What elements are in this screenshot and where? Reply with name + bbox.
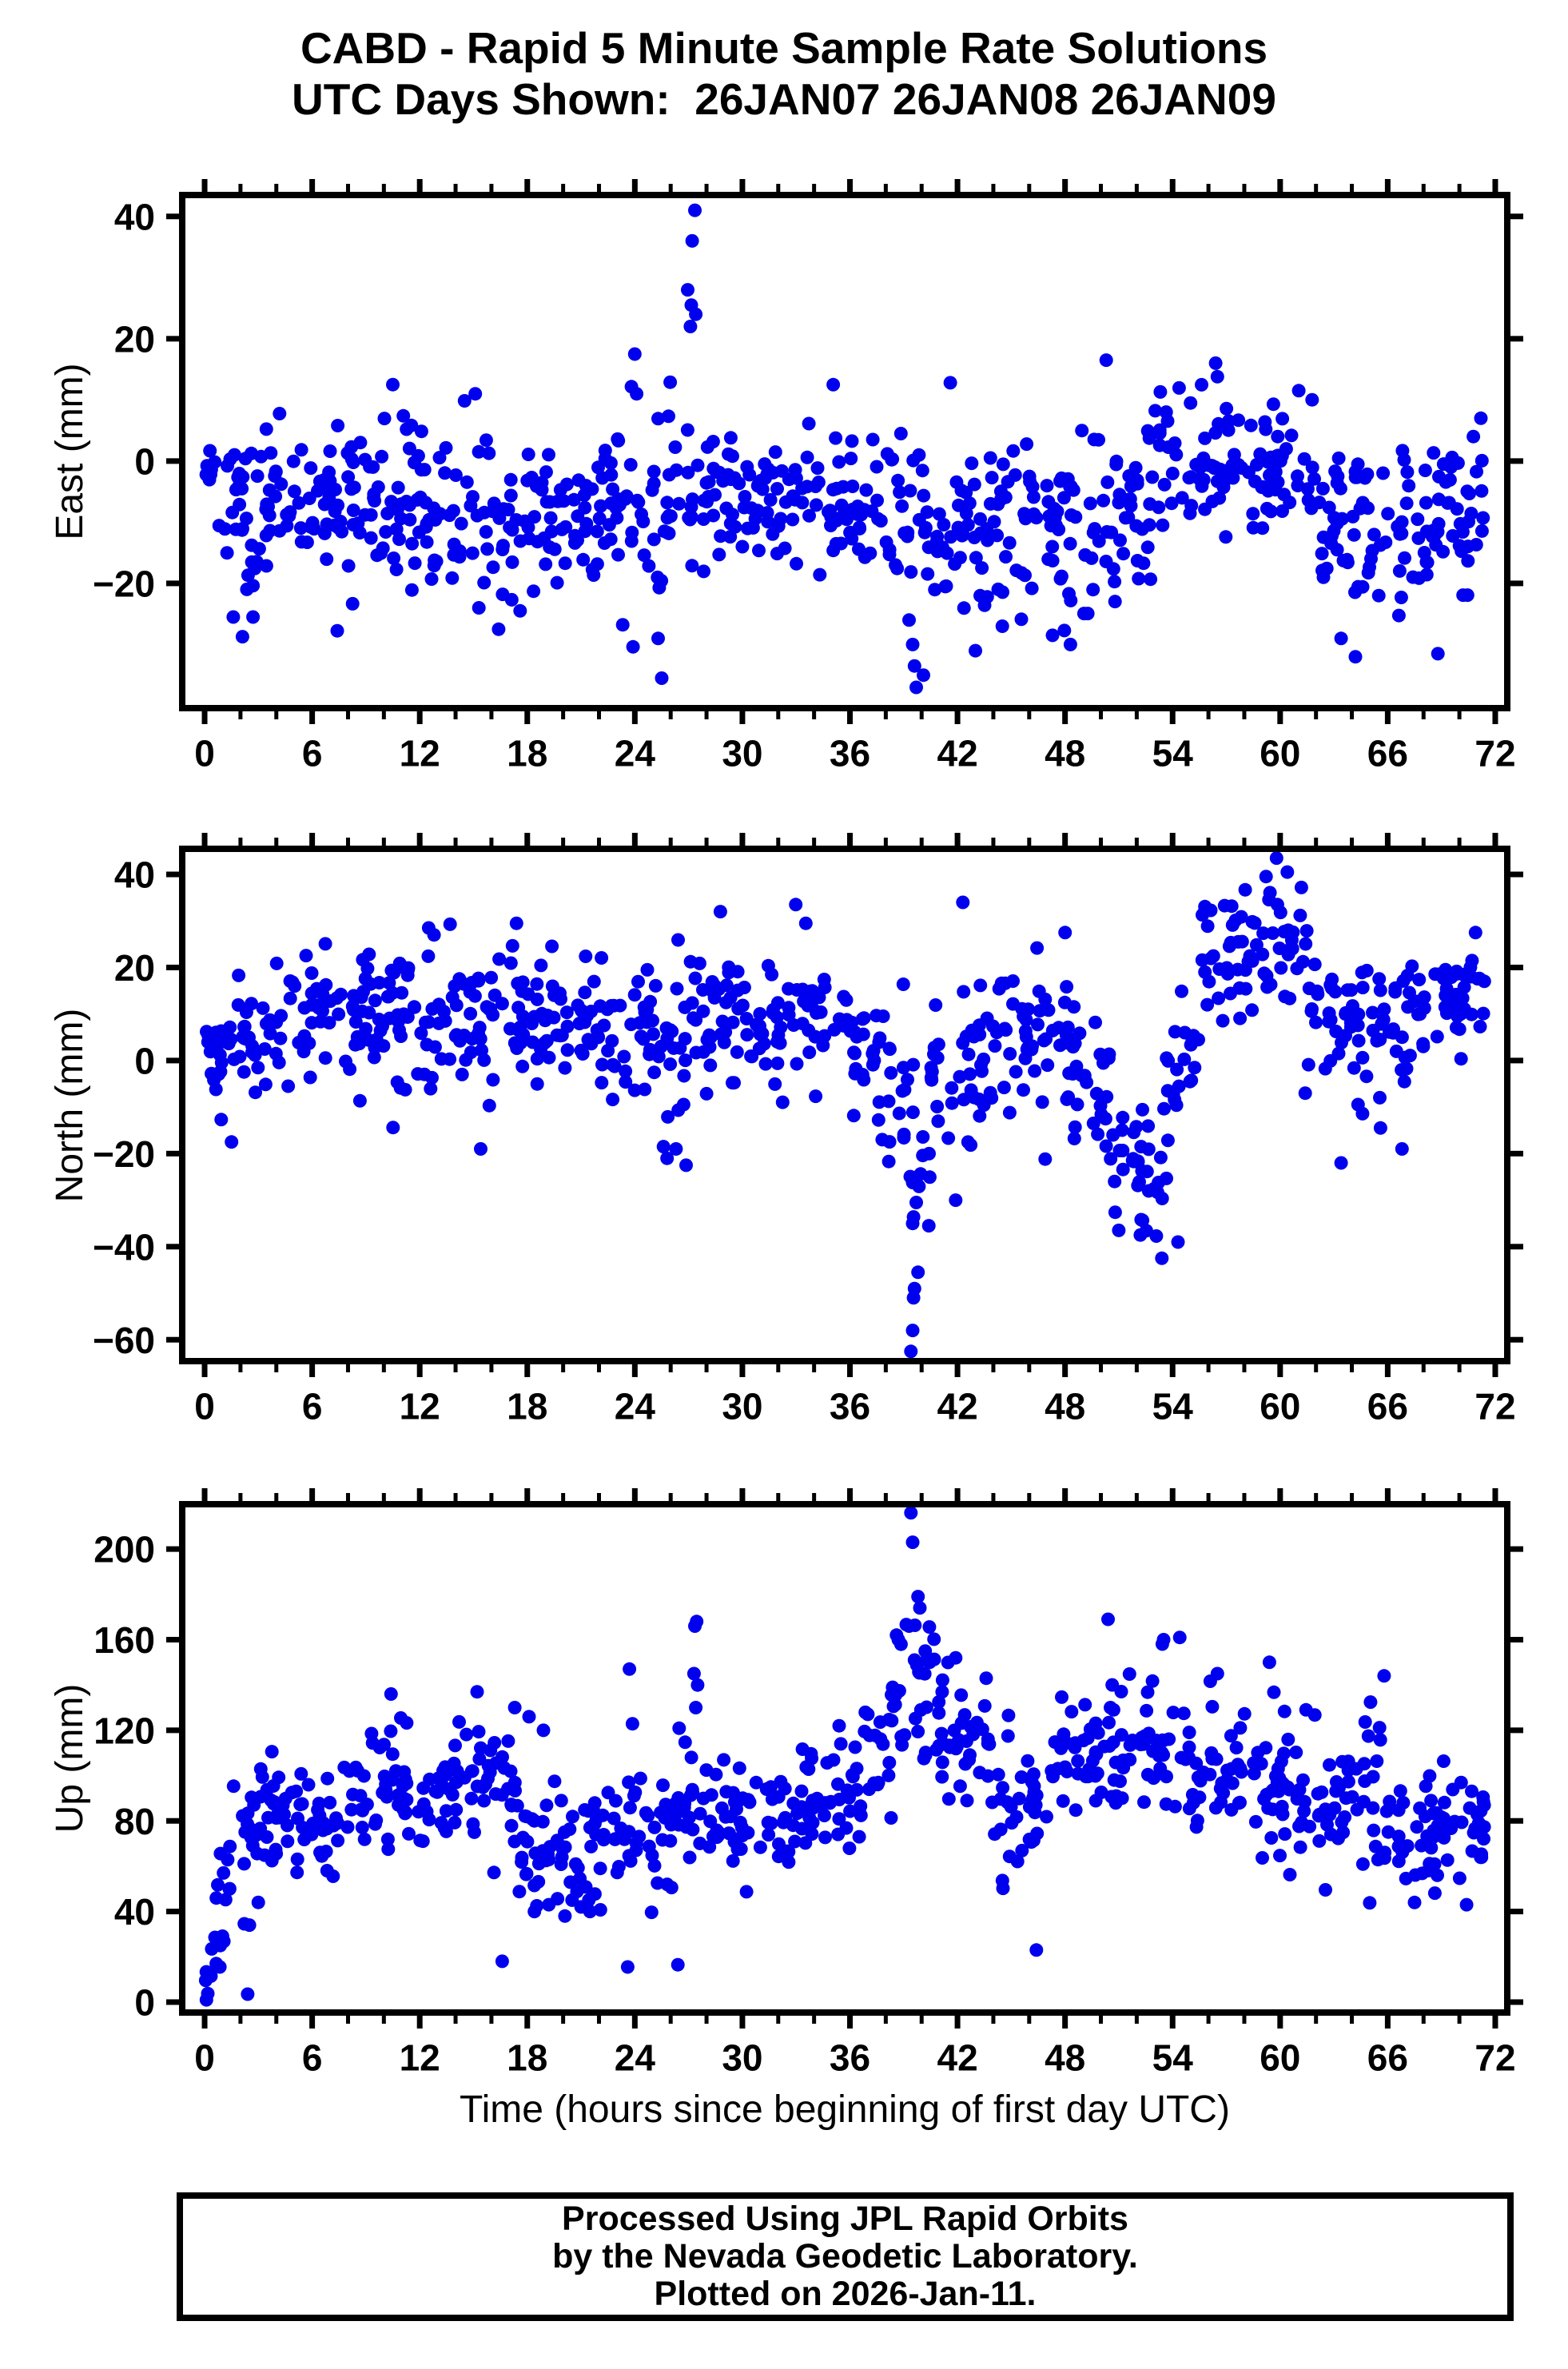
x-tick-label: 54 xyxy=(1152,2037,1194,2079)
x-tick-label: 6 xyxy=(302,733,323,774)
x-tick-label: 60 xyxy=(1260,733,1300,774)
x-tick-label: 0 xyxy=(194,733,215,774)
panel-north: 0 6 12 18 24 30 36 42 48 54 60 66 72 −60 −40 −20 0 20 40 xyxy=(93,833,1523,1427)
y-tick-label: 40 xyxy=(114,196,155,237)
x-tick-label: 18 xyxy=(507,1386,547,1427)
north-data-points xyxy=(200,851,1491,1359)
y-tick-label: 200 xyxy=(94,1529,155,1571)
x-tick-label: 6 xyxy=(302,1386,323,1427)
y-tick-label: 0 xyxy=(134,1040,155,1081)
x-tick-label: 72 xyxy=(1474,733,1515,774)
y-axis-label-east: East (mm) xyxy=(49,363,91,540)
x-tick-label: 30 xyxy=(722,733,762,774)
y-tick-label: 0 xyxy=(134,1982,155,2024)
x-tick-label: 6 xyxy=(302,2037,323,2079)
east-ticks xyxy=(166,179,1523,724)
x-tick-label: 18 xyxy=(507,733,547,774)
north-tick-labels: 0 6 12 18 24 30 36 42 48 54 60 66 72 −60 −40 −20 0 20 40 xyxy=(93,854,1516,1427)
east-data-points xyxy=(199,203,1490,695)
x-tick-label: 24 xyxy=(615,733,656,774)
up-frame xyxy=(179,1501,1510,2016)
y-tick-label: 40 xyxy=(114,1891,155,1933)
x-tick-label: 18 xyxy=(507,2037,547,2079)
x-tick-label: 66 xyxy=(1367,733,1408,774)
y-tick-label: 20 xyxy=(114,947,155,989)
x-tick-label: 30 xyxy=(722,1386,762,1427)
x-tick-label: 36 xyxy=(830,733,870,774)
y-tick-label: −40 xyxy=(93,1226,155,1268)
footer-line-1: Processed Using JPL Rapid Orbits xyxy=(562,2200,1128,2238)
up-tick-labels: 0 6 12 18 24 30 36 42 48 54 60 66 72 0 40 80 120 160 200 xyxy=(94,1529,1515,2079)
y-tick-label: 20 xyxy=(114,318,155,360)
x-tick-label: 42 xyxy=(937,2037,977,2079)
x-tick-label: 60 xyxy=(1260,1386,1300,1427)
up-data-points xyxy=(198,1506,1491,2007)
x-tick-label: 42 xyxy=(937,733,977,774)
x-tick-label: 72 xyxy=(1474,2037,1515,2079)
y-axis-label-up: Up (mm) xyxy=(49,1683,91,1833)
panel-up: 0 6 12 18 24 30 36 42 48 54 60 66 72 0 40 80 120 160 200 xyxy=(94,1488,1523,2079)
footer-line-2: by the Nevada Geodetic Laboratory. xyxy=(552,2237,1138,2275)
panel-east: 0 6 12 18 24 30 36 42 48 54 60 66 72 −20 0 20 40 xyxy=(93,179,1523,774)
x-tick-label: 0 xyxy=(194,1386,215,1427)
x-tick-label: 24 xyxy=(615,1386,656,1427)
y-tick-label: 120 xyxy=(94,1710,155,1751)
x-tick-label: 30 xyxy=(722,2037,762,2079)
footer-line-3: Plotted on 2026-Jan-11. xyxy=(654,2275,1037,2313)
x-tick-label: 36 xyxy=(830,1386,870,1427)
x-axis-label: Time (hours since beginning of first day… xyxy=(460,2088,1230,2131)
x-tick-label: 48 xyxy=(1045,733,1085,774)
east-tick-labels: 0 6 12 18 24 30 36 42 48 54 60 66 72 −20 0 20 40 xyxy=(93,196,1516,774)
x-tick-label: 12 xyxy=(400,733,440,774)
y-tick-label: 160 xyxy=(94,1619,155,1661)
x-tick-label: 54 xyxy=(1152,1386,1194,1427)
north-frame xyxy=(179,846,1510,1364)
east-frame xyxy=(179,192,1510,711)
x-tick-label: 12 xyxy=(400,2037,440,2079)
x-tick-label: 48 xyxy=(1045,1386,1085,1427)
x-tick-label: 48 xyxy=(1045,2037,1085,2079)
x-tick-label: 12 xyxy=(400,1386,440,1427)
x-tick-label: 24 xyxy=(615,2037,656,2079)
y-tick-label: −60 xyxy=(93,1320,155,1361)
up-ticks xyxy=(166,1488,1523,2029)
x-tick-label: 0 xyxy=(194,2037,215,2079)
chart-title: CABD - Rapid 5 Minute Sample Rate Soluti… xyxy=(300,23,1268,73)
y-tick-label: 40 xyxy=(114,854,155,896)
y-tick-label: 80 xyxy=(114,1801,155,1842)
x-tick-label: 42 xyxy=(937,1386,977,1427)
x-tick-label: 66 xyxy=(1367,1386,1408,1427)
x-tick-label: 36 xyxy=(830,2037,870,2079)
y-tick-label: 0 xyxy=(134,440,155,482)
x-tick-label: 60 xyxy=(1260,2037,1300,2079)
x-tick-label: 72 xyxy=(1474,1386,1515,1427)
north-ticks xyxy=(166,833,1523,1377)
x-tick-label: 66 xyxy=(1367,2037,1408,2079)
y-tick-label: −20 xyxy=(93,1133,155,1175)
x-tick-label: 54 xyxy=(1152,733,1194,774)
footer-credit-box: Processed Using JPL Rapid Orbits by the … xyxy=(177,2192,1514,2321)
chart-subtitle: UTC Days Shown: 26JAN07 26JAN08 26JAN09 xyxy=(292,74,1276,124)
y-axis-label-north: North (mm) xyxy=(49,1008,91,1202)
y-tick-label: −20 xyxy=(93,563,155,604)
